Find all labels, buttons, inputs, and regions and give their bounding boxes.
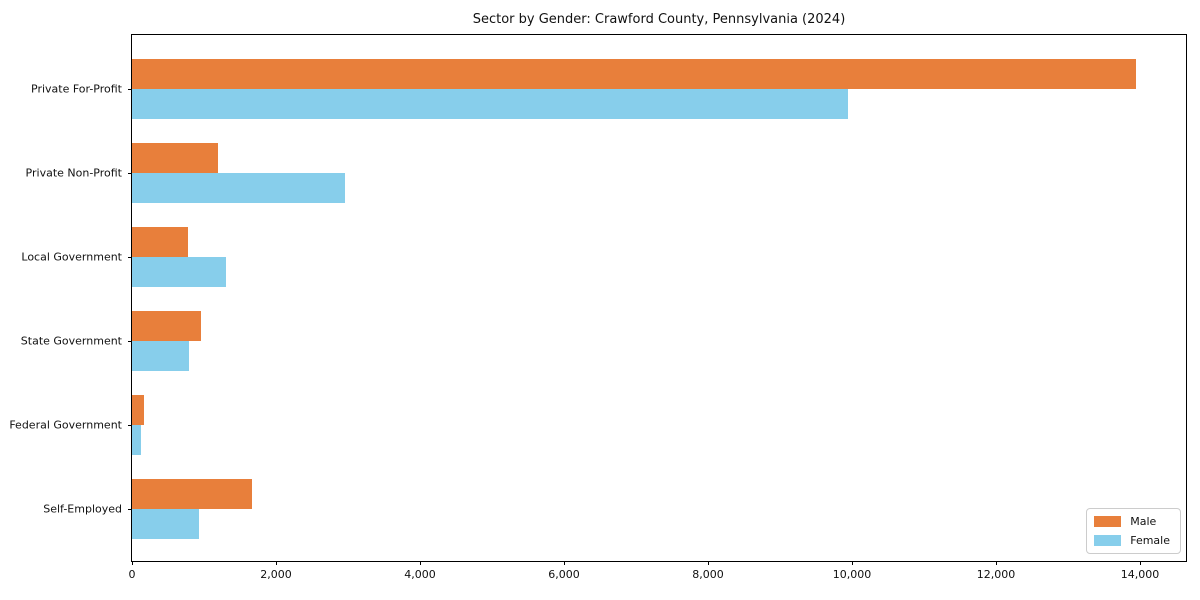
xtick-label-6000: 6,000 <box>548 568 580 581</box>
ytick-label-state-government: State Government <box>20 334 122 348</box>
bar-female-federal-government <box>132 425 141 455</box>
ytick-label-private-non-profit: Private Non-Profit <box>25 166 122 180</box>
ytick-mark-federal-government <box>128 425 132 426</box>
ytick-mark-private-non-profit <box>128 173 132 174</box>
legend-swatch-female <box>1094 535 1122 546</box>
legend: Male Female <box>1086 508 1181 554</box>
xtick-label-2000: 2,000 <box>260 568 292 581</box>
ytick-mark-private-for-profit <box>128 89 132 90</box>
xtick-label-8000: 8,000 <box>692 568 724 581</box>
bar-female-state-government <box>132 341 189 371</box>
bar-male-federal-government <box>132 395 144 425</box>
xtick-mark-10000 <box>852 561 853 565</box>
xtick-mark-8000 <box>708 561 709 565</box>
bar-female-private-for-profit <box>132 89 848 119</box>
legend-swatch-male <box>1094 516 1122 527</box>
ytick-label-federal-government: Federal Government <box>9 418 122 432</box>
bar-female-private-non-profit <box>132 173 345 203</box>
bar-male-private-for-profit <box>132 59 1136 89</box>
legend-item-female: Female <box>1094 534 1170 547</box>
chart-title: Sector by Gender: Crawford County, Penns… <box>472 12 846 27</box>
xtick-label-14000: 14,000 <box>1120 568 1160 581</box>
bar-male-local-government <box>132 227 188 257</box>
ytick-mark-state-government <box>128 341 132 342</box>
xtick-label-0: 0 <box>128 568 136 581</box>
plot-area: Male Female Private For-Profit Private No… <box>9 34 1187 581</box>
ytick-label-private-for-profit: Private For-Profit <box>31 82 122 96</box>
bar-female-self-employed <box>132 509 199 539</box>
xtick-label-4000: 4,000 <box>404 568 436 581</box>
xtick-mark-4000 <box>420 561 421 565</box>
xtick-mark-14000 <box>1140 561 1141 565</box>
xtick-mark-12000 <box>996 561 997 565</box>
ytick-mark-self-employed <box>128 509 132 510</box>
xtick-mark-0 <box>132 561 133 565</box>
xtick-mark-2000 <box>276 561 277 565</box>
legend-label-female: Female <box>1130 534 1170 547</box>
bar-female-local-government <box>132 257 226 287</box>
ytick-label-local-government: Local Government <box>21 250 122 264</box>
ytick-mark-local-government <box>128 257 132 258</box>
bar-male-state-government <box>132 311 201 341</box>
xtick-label-10000: 10,000 <box>832 568 872 581</box>
xtick-label-12000: 12,000 <box>976 568 1016 581</box>
bar-male-self-employed <box>132 479 252 509</box>
legend-label-male: Male <box>1130 515 1157 528</box>
legend-item-male: Male <box>1094 515 1170 528</box>
xtick-mark-6000 <box>564 561 565 565</box>
bar-male-private-non-profit <box>132 143 218 173</box>
ytick-label-self-employed: Self-Employed <box>43 502 122 516</box>
